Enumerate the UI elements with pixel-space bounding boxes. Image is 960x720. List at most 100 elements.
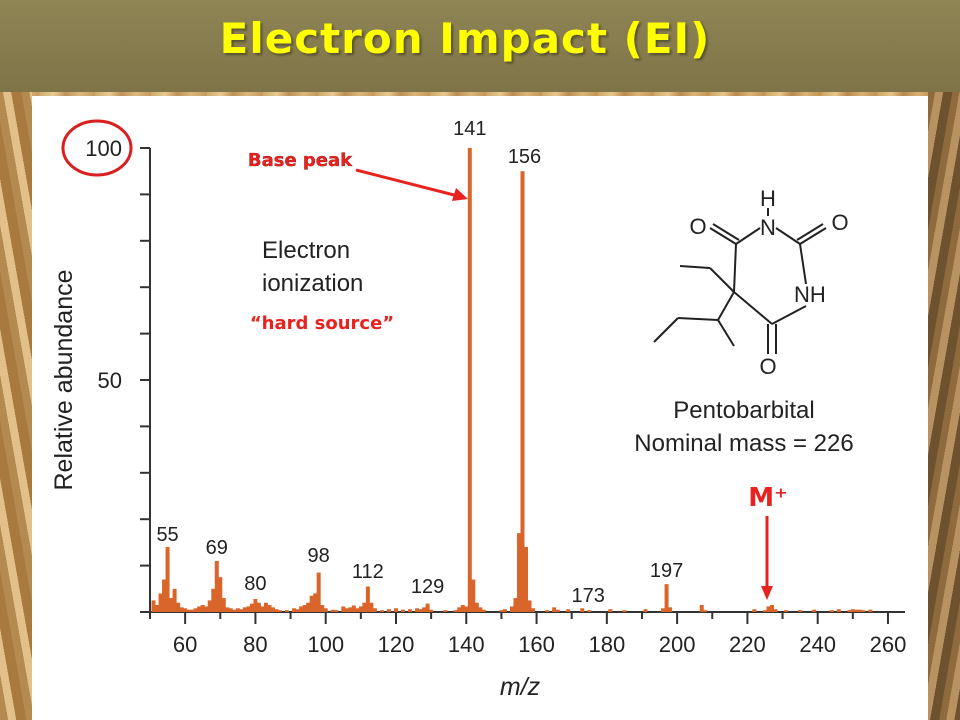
atom-n: N <box>760 215 776 240</box>
bar-mz-78 <box>246 606 251 612</box>
bar-mz-246 <box>836 609 841 612</box>
peak-label-69: 69 <box>206 537 228 559</box>
bar-mz-225 <box>762 610 767 612</box>
bar-mz-92 <box>295 609 300 612</box>
bar-mz-145 <box>481 609 486 612</box>
bar-mz-222 <box>752 609 757 612</box>
bar-mz-208 <box>703 610 708 612</box>
bar-mz-62 <box>190 609 195 612</box>
bar-mz-95 <box>306 602 311 612</box>
bar-mz-100 <box>323 608 328 612</box>
bar-mz-52 <box>155 605 160 612</box>
bar-mz-122 <box>401 609 406 612</box>
molecular-ion-arrowhead <box>761 586 773 600</box>
bar-mz-63 <box>193 608 198 612</box>
bar-mz-61 <box>186 609 191 612</box>
bar-mz-153 <box>509 606 514 612</box>
bar-mz-53 <box>158 593 163 612</box>
bar-mz-70 <box>218 577 223 612</box>
bar-mz-138 <box>457 607 462 612</box>
bar-mz-71 <box>221 598 226 612</box>
bar-mz-249 <box>847 610 852 612</box>
bar-mz-68 <box>211 588 216 612</box>
bar-mz-73 <box>228 608 233 612</box>
bar-mz-120 <box>393 608 398 612</box>
bar-mz-112 <box>365 586 370 612</box>
bar-mz-163 <box>545 610 550 612</box>
bar-mz-252 <box>857 609 862 612</box>
electron-label: Electron <box>262 237 350 264</box>
bar-mz-181 <box>608 609 613 612</box>
bar-mz-196 <box>661 608 666 612</box>
bar-mz-81 <box>256 602 261 612</box>
bar-mz-103 <box>334 610 339 612</box>
x-tick-label-240: 240 <box>799 632 836 657</box>
bar-mz-231 <box>784 610 789 612</box>
bar-mz-111 <box>362 602 367 612</box>
bar-mz-76 <box>239 609 244 612</box>
bar-mz-157 <box>524 547 529 612</box>
bar-mz-113 <box>369 602 374 612</box>
bar-mz-108 <box>351 605 356 612</box>
slide-title: Electron Impact (EI) <box>219 14 711 63</box>
bar-mz-106 <box>344 608 349 612</box>
bar-mz-126 <box>415 608 420 612</box>
atom-nh: NH <box>794 282 826 307</box>
bar-mz-107 <box>348 607 353 612</box>
bar-mz-60 <box>183 608 188 612</box>
bar-mz-175 <box>587 610 592 612</box>
x-tick-label-180: 180 <box>588 632 625 657</box>
bar-mz-93 <box>299 606 304 612</box>
molecular-ion-label: M⁺ <box>748 483 788 513</box>
bar-mz-85 <box>270 607 275 612</box>
bar-mz-124 <box>408 609 413 612</box>
bar-mz-114 <box>372 608 377 612</box>
bar-mz-255 <box>868 609 873 612</box>
x-tick-label-160: 160 <box>518 632 555 657</box>
bar-mz-198 <box>668 607 673 612</box>
bar-mz-97 <box>313 593 318 612</box>
bar-mz-165 <box>552 607 557 612</box>
peak-label-80: 80 <box>244 573 266 595</box>
bar-mz-58 <box>176 602 181 612</box>
bar-mz-98 <box>316 572 321 612</box>
bar-mz-83 <box>263 602 268 612</box>
base-peak-arrow <box>355 168 459 198</box>
bar-mz-51 <box>151 600 156 612</box>
bar-mz-57 <box>172 588 177 612</box>
bar-mz-155 <box>516 533 521 612</box>
pentobarbital-structure <box>653 208 827 354</box>
bar-mz-110 <box>358 606 363 612</box>
bar-mz-59 <box>179 607 184 612</box>
left-texture-strip <box>0 92 32 720</box>
compound-name: Pentobarbital <box>673 397 814 424</box>
bar-mz-89 <box>285 610 290 612</box>
bar-mz-154 <box>513 598 518 612</box>
title-bar <box>0 0 960 92</box>
x-ticks: 60 80 100 120 140 160 180 200 220 240 260 <box>149 612 906 657</box>
bar-mz-54 <box>162 579 167 612</box>
bar-mz-77 <box>242 607 247 612</box>
bar-mz-159 <box>531 608 536 612</box>
bar-mz-102 <box>330 609 335 612</box>
bar-mz-228 <box>773 609 778 612</box>
bar-mz-156 <box>520 171 525 612</box>
bar-mz-143 <box>474 602 479 612</box>
bar-mz-74 <box>232 609 237 612</box>
peak-label-173: 173 <box>572 585 605 607</box>
bar-mz-169 <box>566 609 571 612</box>
bar-mz-129 <box>425 603 430 612</box>
ionization-label: ionization <box>262 270 363 297</box>
spectrum-panel <box>32 96 928 720</box>
peak-label-129: 129 <box>411 576 444 598</box>
bar-mz-239 <box>812 609 817 612</box>
bar-mz-96 <box>309 595 314 612</box>
bar-mz-86 <box>274 609 279 612</box>
bar-mz-158 <box>527 600 532 612</box>
peak-label-156: 156 <box>508 146 541 168</box>
bar-mz-94 <box>302 605 307 612</box>
bar-mz-55 <box>165 547 170 612</box>
x-tick-label-80: 80 <box>243 632 267 657</box>
peak-labels: 55 69 80 98 112 129 141 156 173 197 <box>156 118 683 607</box>
